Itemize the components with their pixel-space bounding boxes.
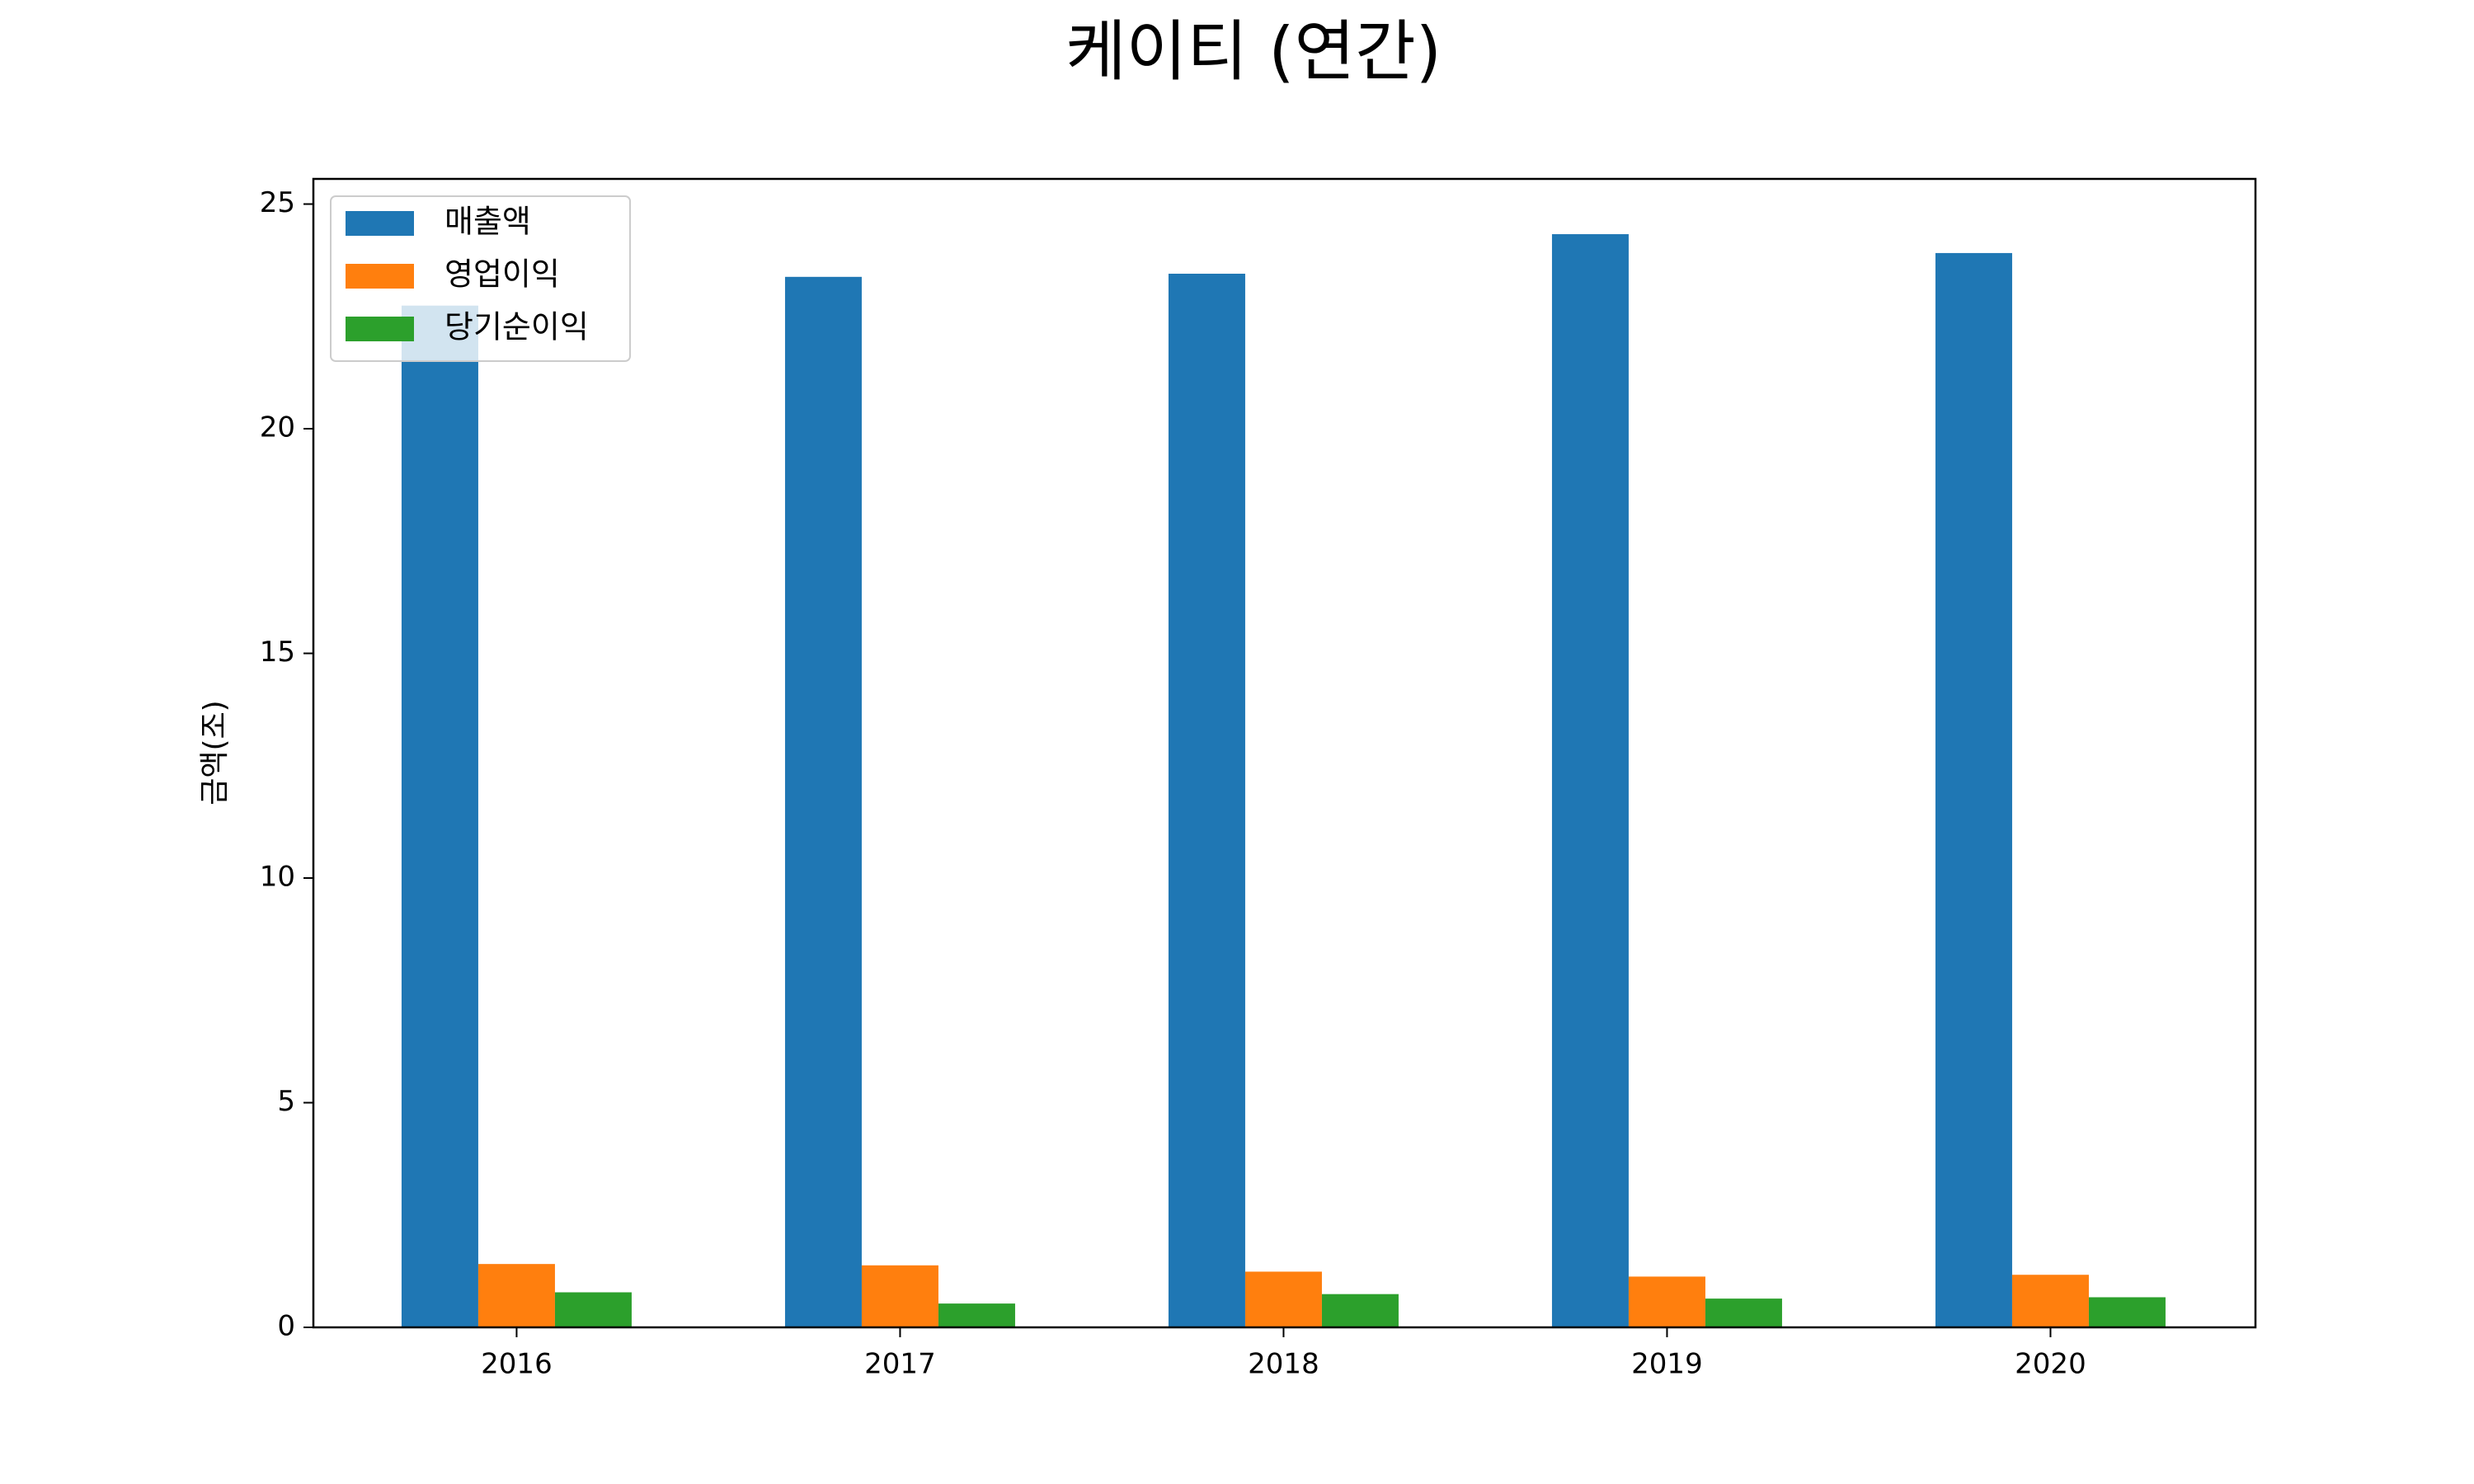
bar	[1321, 1294, 1399, 1327]
y-tick-label: 5	[277, 1085, 295, 1118]
bar	[938, 1303, 1015, 1327]
bar	[554, 1292, 632, 1327]
y-tick-label: 10	[260, 861, 295, 894]
x-tick-label: 2018	[1248, 1348, 1319, 1381]
legend-label: 당기순이익	[444, 309, 589, 345]
bar	[1168, 273, 1245, 1327]
bar	[1551, 234, 1629, 1327]
bar	[1628, 1276, 1705, 1327]
bar	[1935, 252, 2012, 1327]
bar	[477, 1264, 555, 1327]
plot-frame	[312, 177, 2257, 1329]
legend-label: 영업이익	[444, 256, 560, 293]
legend-swatch	[346, 264, 414, 289]
legend-swatch	[346, 317, 414, 341]
x-tick-label: 2020	[2015, 1348, 2086, 1381]
bar	[784, 276, 862, 1327]
bar	[1705, 1298, 1782, 1327]
y-tick-label: 20	[260, 411, 295, 444]
bar	[1244, 1271, 1322, 1327]
x-tick-label: 2019	[1631, 1348, 1703, 1381]
x-tick-label: 2016	[481, 1348, 553, 1381]
y-tick-label: 25	[260, 186, 295, 219]
chart-title: 케이티 (연간)	[1065, 13, 1442, 90]
y-tick-label: 15	[260, 636, 295, 669]
legend-swatch	[346, 211, 414, 236]
bar	[2088, 1297, 2166, 1327]
bar	[861, 1265, 938, 1327]
legend-label: 매출액	[444, 204, 531, 240]
y-tick-label: 0	[277, 1310, 295, 1343]
x-tick-label: 2017	[864, 1348, 936, 1381]
bar	[2011, 1275, 2089, 1327]
y-axis-label: 금액(조)	[198, 700, 232, 805]
bar	[401, 305, 478, 1328]
